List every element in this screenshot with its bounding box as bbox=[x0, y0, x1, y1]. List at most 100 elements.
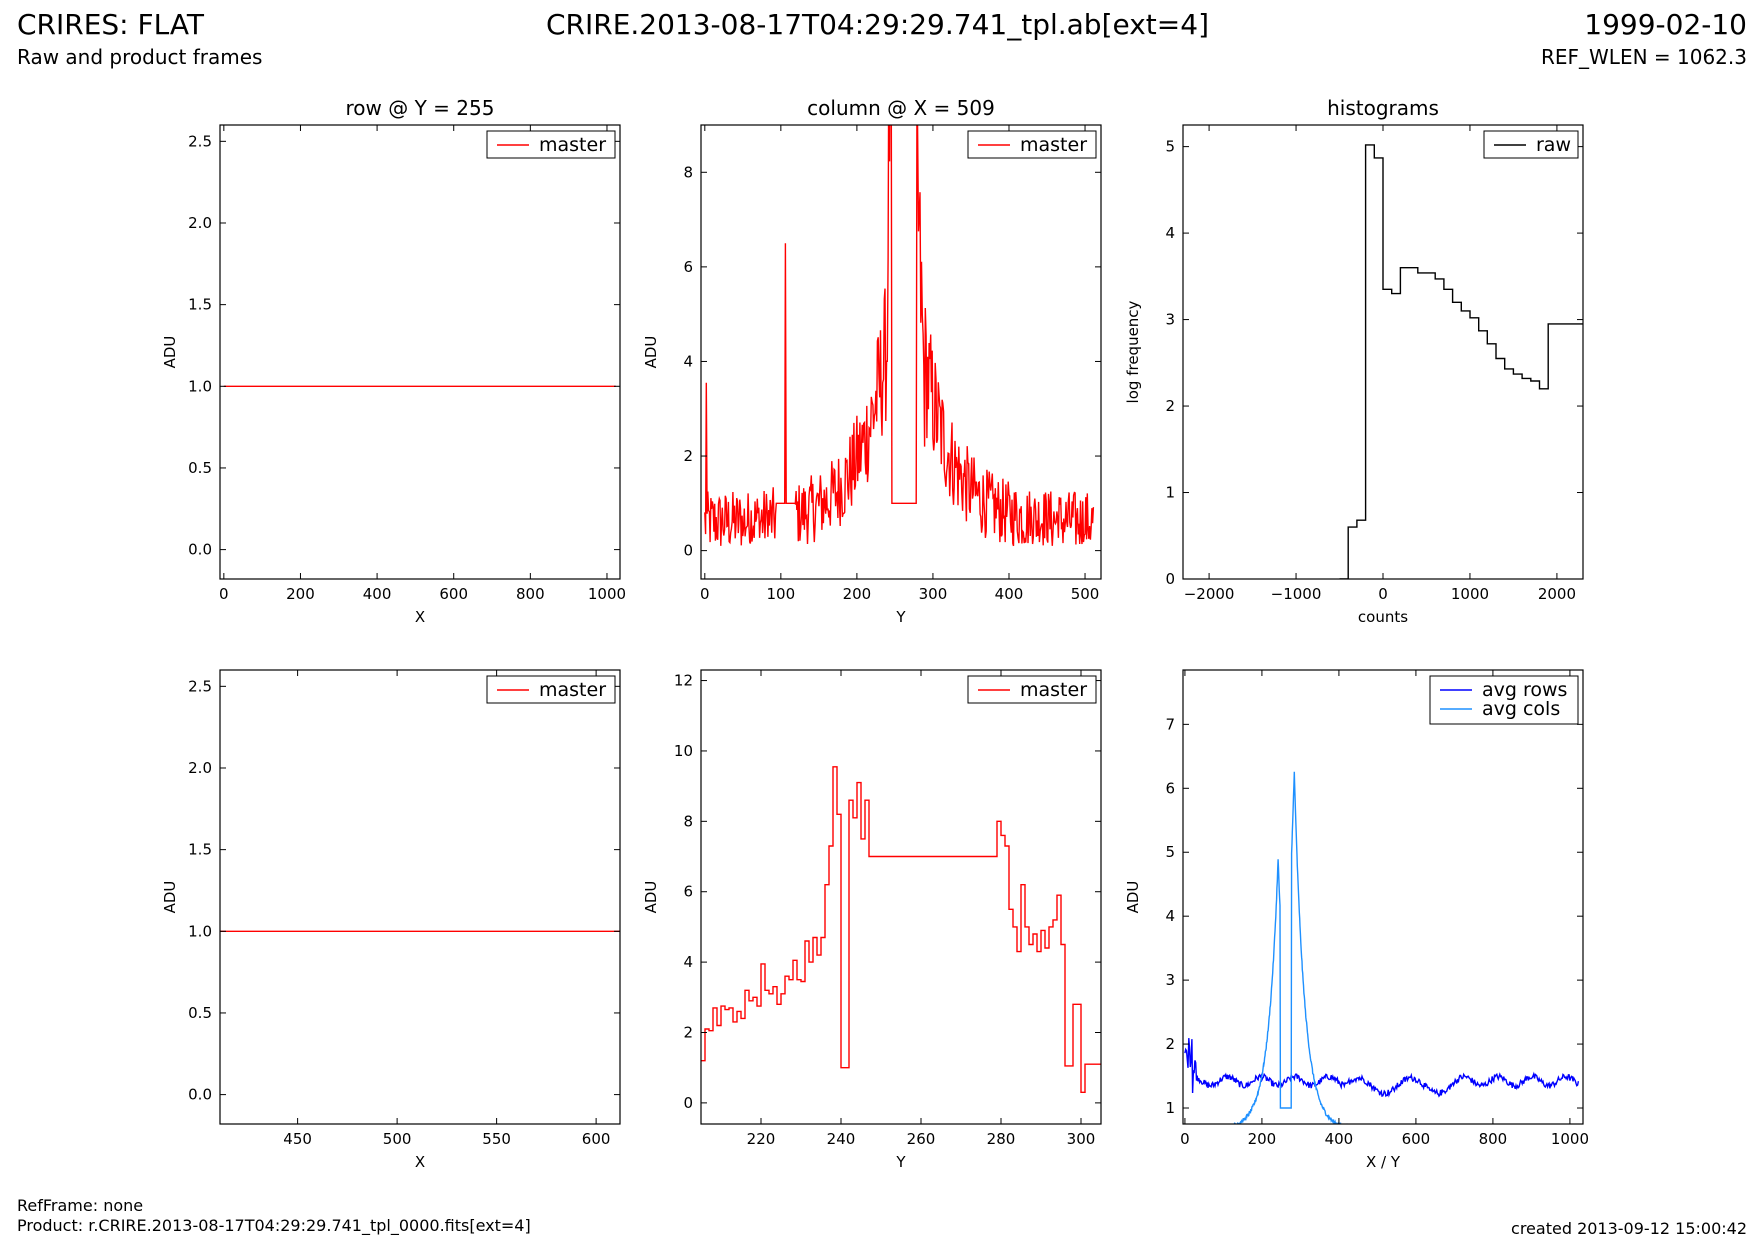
y-tick-label: 5 bbox=[1165, 138, 1175, 156]
x-tick-label: 300 bbox=[1067, 1130, 1096, 1148]
x-tick-label: 600 bbox=[1402, 1130, 1431, 1148]
ref-frame-label: RefFrame: none bbox=[17, 1196, 144, 1215]
panel-hist: −2000 −1000 0 1000 2000 0 1 2 3 4 5 histograms count… bbox=[1124, 96, 1584, 626]
y-tick-label: 0 bbox=[1165, 570, 1175, 588]
y-tick-label: 2.0 bbox=[188, 759, 212, 777]
y-tick-label: 2 bbox=[1165, 397, 1175, 415]
x-tick-label: −2000 bbox=[1184, 585, 1235, 603]
x-tick-label: 400 bbox=[363, 585, 392, 603]
x-tick-label: 0 bbox=[700, 585, 710, 603]
legend-box bbox=[1429, 675, 1579, 725]
x-tick-label: 500 bbox=[383, 1130, 412, 1148]
y-tick-label: 0.0 bbox=[188, 541, 212, 559]
y-tick-label: 1.0 bbox=[188, 377, 212, 395]
y-tick-label: 4 bbox=[1165, 224, 1175, 242]
plot-frame bbox=[700, 124, 1102, 580]
x-tick-label: 1000 bbox=[1551, 1130, 1589, 1148]
legend-label: avg rows bbox=[1482, 679, 1567, 701]
legend-label: raw bbox=[1536, 134, 1571, 156]
y-axis-label: ADU bbox=[161, 881, 179, 914]
y-tick-label: 0.5 bbox=[188, 459, 212, 477]
created-label: created 2013-09-12 15:00:42 bbox=[1511, 1219, 1747, 1238]
x-tick-label: 500 bbox=[1071, 585, 1100, 603]
x-tick-label: 220 bbox=[747, 1130, 776, 1148]
x-tick-label: 260 bbox=[907, 1130, 936, 1148]
x-tick-label: 2000 bbox=[1538, 585, 1576, 603]
x-axis-label: X bbox=[415, 1153, 425, 1171]
legend: master bbox=[967, 675, 1097, 704]
panel-title: histograms bbox=[1327, 96, 1439, 120]
legend: raw bbox=[1483, 130, 1579, 159]
y-tick-label: 8 bbox=[683, 812, 693, 830]
y-tick-label: 0 bbox=[683, 542, 693, 560]
y-tick-label: 1.5 bbox=[188, 841, 212, 859]
y-tick-label: 2.5 bbox=[188, 132, 212, 150]
series-line-master bbox=[704, 125, 1095, 547]
x-axis-label: Y bbox=[895, 1153, 906, 1171]
y-axis-label: ADU bbox=[642, 336, 660, 369]
panel-title: row @ Y = 255 bbox=[346, 96, 495, 120]
x-tick-label: 800 bbox=[516, 585, 545, 603]
legend: master bbox=[486, 675, 616, 704]
legend: master bbox=[486, 130, 616, 159]
y-tick-label: 0.5 bbox=[188, 1004, 212, 1022]
x-axis-label: X bbox=[415, 608, 425, 626]
x-tick-label: 0 bbox=[1378, 585, 1388, 603]
y-tick-label: 6 bbox=[683, 258, 693, 276]
file-title: CRIRE.2013-08-17T04:29:29.741_tpl.ab[ext… bbox=[545, 8, 1209, 41]
date-label: 1999-02-10 bbox=[1584, 8, 1747, 41]
y-tick-label: 6 bbox=[1165, 779, 1175, 797]
x-tick-label: 200 bbox=[286, 585, 315, 603]
legend-label: master bbox=[1020, 679, 1087, 701]
y-tick-label: 7 bbox=[1165, 715, 1175, 733]
x-tick-label: −1000 bbox=[1271, 585, 1322, 603]
x-tick-label: 550 bbox=[482, 1130, 511, 1148]
ref-wlen-label: REF_WLEN = 1062.3 bbox=[1540, 45, 1747, 69]
x-tick-label: 400 bbox=[1325, 1130, 1354, 1148]
y-tick-label: 8 bbox=[683, 163, 693, 181]
x-tick-label: 1000 bbox=[1451, 585, 1489, 603]
legend-label: avg cols bbox=[1482, 698, 1560, 720]
y-tick-label: 6 bbox=[683, 883, 693, 901]
y-tick-label: 2.5 bbox=[188, 677, 212, 695]
y-axis-label: ADU bbox=[161, 336, 179, 369]
series-line-avg-rows bbox=[1184, 1038, 1580, 1098]
page-title: CRIRES: FLAT bbox=[17, 8, 204, 41]
y-tick-label: 0.0 bbox=[188, 1086, 212, 1104]
y-tick-label: 1.5 bbox=[188, 296, 212, 314]
y-tick-label: 1 bbox=[1165, 1099, 1175, 1117]
x-tick-label: 1000 bbox=[588, 585, 626, 603]
y-tick-label: 0 bbox=[683, 1094, 693, 1112]
plot-frame bbox=[700, 669, 1102, 1125]
y-tick-label: 4 bbox=[683, 953, 693, 971]
y-tick-label: 5 bbox=[1165, 843, 1175, 861]
x-tick-label: 800 bbox=[1479, 1130, 1508, 1148]
x-tick-label: 200 bbox=[843, 585, 872, 603]
x-axis-label: Y bbox=[895, 608, 906, 626]
x-tick-label: 100 bbox=[767, 585, 796, 603]
series-line-avg-cols bbox=[1227, 771, 1348, 1124]
y-tick-label: 4 bbox=[683, 352, 693, 370]
x-tick-label: 280 bbox=[987, 1130, 1016, 1148]
panel-avg: 0 200 400 600 800 1000 1 2 3 4 5 6 7 X / Y ADU avg rows… bbox=[1124, 669, 1589, 1171]
legend-label: master bbox=[1020, 134, 1087, 156]
y-tick-label: 1 bbox=[1165, 484, 1175, 502]
y-tick-label: 12 bbox=[674, 672, 693, 690]
x-tick-label: 240 bbox=[827, 1130, 856, 1148]
x-tick-label: 0 bbox=[219, 585, 229, 603]
y-tick-label: 2 bbox=[683, 447, 693, 465]
panel-row-zoom: 450 500 550 600 0.0 0.5 1.0 1.5 2.0 2.5 X ADU master bbox=[161, 669, 621, 1171]
y-axis-label: log frequency bbox=[1124, 300, 1142, 403]
x-tick-label: 200 bbox=[1248, 1130, 1277, 1148]
product-label: Product: r.CRIRE.2013-08-17T04:29:29.741… bbox=[17, 1216, 531, 1235]
x-tick-label: 600 bbox=[439, 585, 468, 603]
x-tick-label: 0 bbox=[1180, 1130, 1190, 1148]
page-subtitle: Raw and product frames bbox=[17, 45, 263, 69]
legend-label: master bbox=[539, 134, 606, 156]
y-axis-label: ADU bbox=[642, 881, 660, 914]
y-tick-label: 3 bbox=[1165, 311, 1175, 329]
y-tick-label: 2.0 bbox=[188, 214, 212, 232]
panel-col-full: 0 100 200 300 400 500 0 2 4 6 8 column @ X = 509 Y AD… bbox=[642, 96, 1102, 626]
